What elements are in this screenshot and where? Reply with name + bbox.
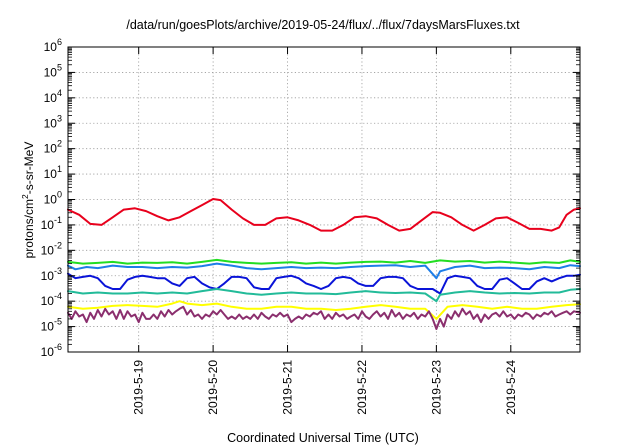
x-tick-label: 2019-5-23: [429, 360, 443, 415]
y-tick-label-exponent: 4: [57, 88, 62, 98]
y-tick-label-exponent: -2: [54, 240, 62, 250]
y-tick-label: 10-6: [41, 342, 62, 359]
y-tick-label: 103: [44, 113, 62, 130]
y-axis-label-main: protons/cm: [22, 199, 36, 258]
series-line-2: [67, 258, 581, 265]
y-tick-label-exponent: 5: [57, 62, 62, 72]
y-tick-label: 10-1: [41, 215, 62, 232]
y-axis-label-rest: -s-sr-MeV: [22, 142, 36, 195]
series-line-3: [67, 262, 581, 280]
y-tick-label-exponent: -6: [54, 342, 62, 352]
y-tick-label: 10-3: [41, 266, 62, 283]
y-tick-label: 104: [44, 88, 62, 105]
y-tick-label: 10-4: [41, 291, 62, 308]
y-tick-label: 10-2: [41, 240, 62, 257]
x-tick-label: 2019-5-21: [281, 360, 295, 415]
series-line-1: [67, 198, 581, 232]
x-tick-label: 2019-5-20: [206, 360, 220, 415]
y-axis-label-sup: 2: [20, 194, 30, 199]
y-tick-label-base: 10: [44, 142, 58, 156]
x-axis: 2019-5-19 2019-5-20 2019-5-21 2019-5-22 2019…: [132, 47, 518, 415]
y-tick-label-base: 10: [41, 320, 55, 334]
y-tick-label-exponent: -3: [54, 266, 62, 276]
x-tick-label: 2019-5-22: [355, 360, 369, 415]
grid: [68, 47, 580, 352]
y-tick-label-base: 10: [44, 40, 58, 54]
x-tick-label: 2019-5-19: [132, 360, 146, 415]
x-axis-label: Coordinated Universal Time (UTC): [227, 431, 419, 445]
y-tick-label-exponent: 2: [57, 139, 62, 149]
y-tick-label-base: 10: [41, 218, 55, 232]
y-tick-label-base: 10: [44, 167, 58, 181]
y-tick-label-base: 10: [44, 91, 58, 105]
y-tick-label-exponent: -1: [54, 215, 62, 225]
series-layer: [67, 198, 581, 330]
y-tick-label: 105: [44, 62, 62, 79]
y-axis: 10-610-510-410-310-210-11001011021031041…: [41, 37, 580, 359]
series-line-6: [67, 300, 581, 320]
y-tick-label: 100: [44, 190, 62, 207]
y-tick-label-base: 10: [44, 193, 58, 207]
y-tick-label-base: 10: [41, 243, 55, 257]
y-tick-label-base: 10: [44, 65, 58, 79]
y-axis-label: protons/cm2-s-sr-MeV: [20, 142, 36, 259]
series-line-7: [67, 305, 581, 330]
y-tick-label: 101: [44, 164, 62, 181]
y-tick-label-base: 10: [44, 116, 58, 130]
y-tick-label-exponent: 1: [57, 164, 62, 174]
y-tick-label-base: 10: [41, 345, 55, 359]
y-tick-label-exponent: -5: [54, 317, 62, 327]
y-tick-label-base: 10: [41, 294, 55, 308]
y-tick-label-exponent: -4: [54, 291, 62, 301]
y-tick-label: 102: [44, 139, 62, 156]
x-tick-label: 2019-5-24: [504, 360, 518, 415]
series-line-5: [67, 288, 581, 303]
y-tick-label-exponent: 0: [57, 190, 62, 200]
y-tick-label: 106: [44, 37, 62, 54]
series-line-4: [67, 272, 581, 295]
chart-title: /data/run/goesPlots/archive/2019-05-24/f…: [126, 18, 520, 32]
y-tick-label-base: 10: [41, 269, 55, 283]
y-tick-label-exponent: 3: [57, 113, 62, 123]
y-tick-label: 10-5: [41, 317, 62, 334]
y-tick-label-exponent: 6: [57, 37, 62, 47]
